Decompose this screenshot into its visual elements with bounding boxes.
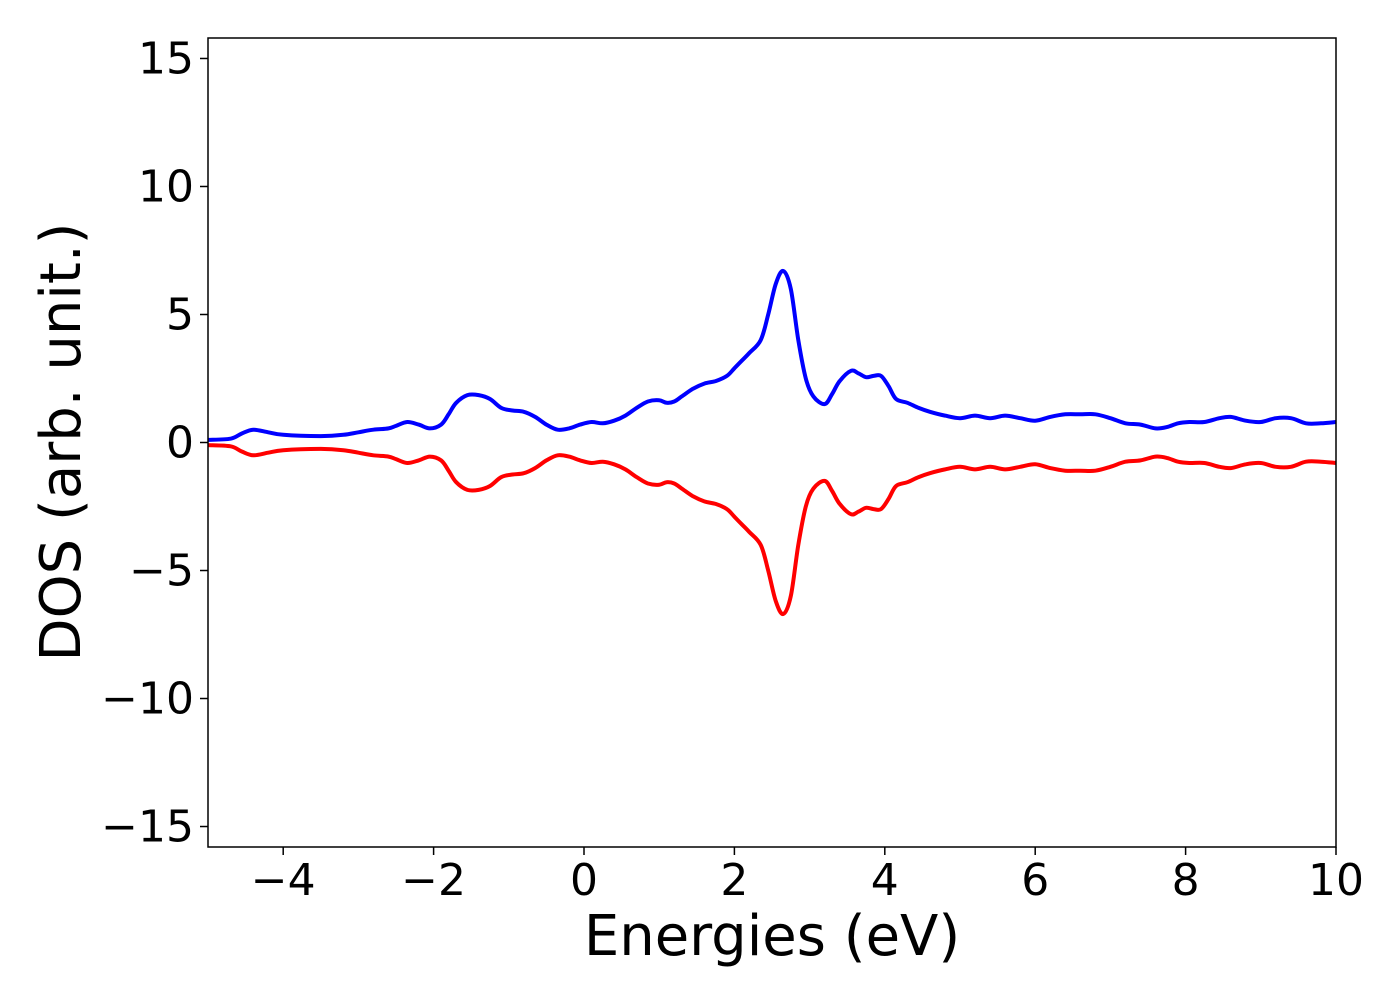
x-axis-ticks: −4 −2 0 2 4 6 8 10 [251, 847, 1364, 906]
y-tick-label: 15 [138, 33, 194, 84]
x-tick-label: 8 [1172, 855, 1200, 906]
x-tick-label: 4 [871, 855, 899, 906]
x-tick-label: −2 [401, 855, 466, 906]
x-tick-label: 10 [1308, 855, 1364, 906]
x-tick-label: 0 [570, 855, 598, 906]
x-tick-label: 6 [1021, 855, 1049, 906]
series-layer [208, 268, 1336, 617]
y-tick-label: −15 [101, 802, 194, 853]
x-axis-label: Energies (eV) [584, 904, 960, 969]
y-tick-label: 0 [166, 418, 194, 469]
series-line-2 [208, 443, 1336, 617]
series-line-1 [208, 268, 1336, 442]
x-tick-label: −4 [251, 855, 316, 906]
y-axis-label: DOS (arb. unit.) [29, 222, 94, 661]
y-tick-label: 5 [166, 289, 194, 340]
y-tick-label: −5 [129, 546, 194, 597]
y-tick-label: −10 [101, 674, 194, 725]
y-tick-label: 10 [138, 161, 194, 212]
y-axis-ticks: 15 10 5 0 −5 −10 −15 [101, 33, 208, 853]
x-tick-label: 2 [720, 855, 748, 906]
